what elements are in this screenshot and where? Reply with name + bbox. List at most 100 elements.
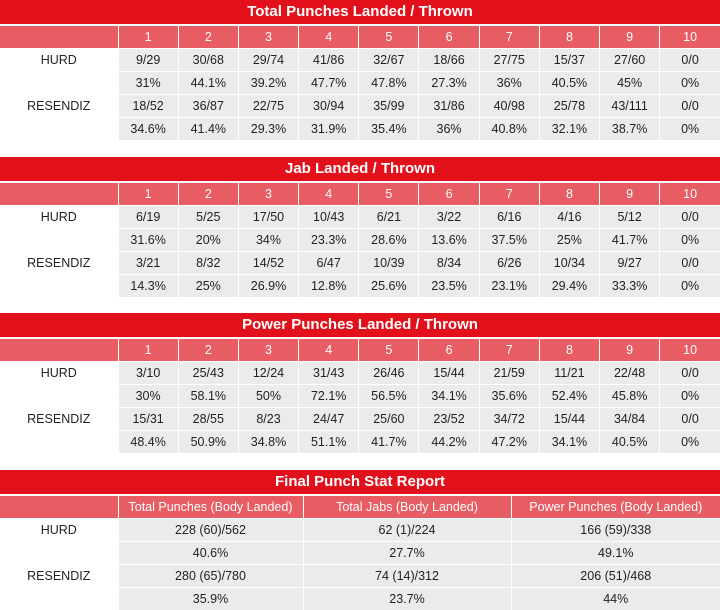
pct-cell: 27.3% bbox=[419, 72, 479, 95]
round-header: 10 bbox=[660, 26, 720, 49]
pct-cell: 41.4% bbox=[178, 118, 238, 141]
total-punches-section: Total Punches Landed / Thrown 1 2 3 4 5 … bbox=[0, 0, 720, 140]
table-row: HURD 3/10 25/43 12/24 31/43 26/46 15/44 … bbox=[0, 362, 720, 385]
pct-cell: 35.9% bbox=[118, 588, 303, 610]
round-header: 2 bbox=[178, 183, 238, 206]
pct-cell: 34.1% bbox=[539, 431, 599, 454]
name-blank bbox=[0, 229, 118, 252]
stat-cell: 8/32 bbox=[178, 252, 238, 275]
pct-cell: 35.6% bbox=[479, 385, 539, 408]
stat-cell: 3/22 bbox=[419, 206, 479, 229]
pct-cell: 51.1% bbox=[299, 431, 359, 454]
stat-cell: 228 (60)/562 bbox=[118, 519, 303, 542]
fighter-name: HURD bbox=[0, 206, 118, 229]
round-header: 2 bbox=[178, 339, 238, 362]
table-row: 48.4% 50.9% 34.8% 51.1% 41.7% 44.2% 47.2… bbox=[0, 431, 720, 454]
pct-cell: 34.1% bbox=[419, 385, 479, 408]
stat-cell: 34/84 bbox=[600, 408, 660, 431]
stat-cell: 6/16 bbox=[479, 206, 539, 229]
stat-cell: 9/27 bbox=[600, 252, 660, 275]
pct-cell: 34% bbox=[238, 229, 298, 252]
fighter-name: RESENDIZ bbox=[0, 565, 118, 588]
stat-cell: 35/99 bbox=[359, 95, 419, 118]
pct-cell: 32.1% bbox=[539, 118, 599, 141]
round-header: 8 bbox=[539, 26, 599, 49]
pct-cell: 36% bbox=[479, 72, 539, 95]
name-blank bbox=[0, 72, 118, 95]
round-header: 5 bbox=[359, 183, 419, 206]
pct-cell: 49.1% bbox=[511, 542, 720, 565]
pct-cell: 0% bbox=[660, 385, 720, 408]
name-blank bbox=[0, 275, 118, 298]
pct-cell: 0% bbox=[660, 118, 720, 141]
pct-cell: 45.8% bbox=[600, 385, 660, 408]
pct-cell: 37.5% bbox=[479, 229, 539, 252]
stat-cell: 41/86 bbox=[299, 49, 359, 72]
header-blank bbox=[0, 339, 118, 362]
stat-cell: 25/78 bbox=[539, 95, 599, 118]
pct-cell: 0% bbox=[660, 72, 720, 95]
table-row: 35.9% 23.7% 44% bbox=[0, 588, 720, 610]
column-header: Power Punches (Body Landed) bbox=[511, 496, 720, 519]
final-report-table: Total Punches (Body Landed) Total Jabs (… bbox=[0, 496, 720, 610]
table-row: HURD 9/29 30/68 29/74 41/86 32/67 18/66 … bbox=[0, 49, 720, 72]
stat-cell: 23/52 bbox=[419, 408, 479, 431]
pct-cell: 27.7% bbox=[303, 542, 511, 565]
pct-cell: 31.6% bbox=[118, 229, 178, 252]
name-blank bbox=[0, 385, 118, 408]
section-title: Final Punch Stat Report bbox=[0, 470, 720, 496]
pct-cell: 44% bbox=[511, 588, 720, 610]
stat-cell: 0/0 bbox=[660, 206, 720, 229]
stat-cell: 27/60 bbox=[600, 49, 660, 72]
stat-cell: 5/12 bbox=[600, 206, 660, 229]
pct-cell: 47.2% bbox=[479, 431, 539, 454]
stat-cell: 15/44 bbox=[419, 362, 479, 385]
stat-cell: 166 (59)/338 bbox=[511, 519, 720, 542]
pct-cell: 25% bbox=[539, 229, 599, 252]
pct-cell: 28.6% bbox=[359, 229, 419, 252]
pct-cell: 52.4% bbox=[539, 385, 599, 408]
table-row: RESENDIZ 280 (65)/780 74 (14)/312 206 (5… bbox=[0, 565, 720, 588]
stat-cell: 0/0 bbox=[660, 49, 720, 72]
stat-cell: 6/19 bbox=[118, 206, 178, 229]
stat-cell: 36/87 bbox=[178, 95, 238, 118]
pct-cell: 13.6% bbox=[419, 229, 479, 252]
pct-cell: 25% bbox=[178, 275, 238, 298]
column-header: Total Jabs (Body Landed) bbox=[303, 496, 511, 519]
header-blank bbox=[0, 26, 118, 49]
table-row: HURD 6/19 5/25 17/50 10/43 6/21 3/22 6/1… bbox=[0, 206, 720, 229]
pct-cell: 26.9% bbox=[238, 275, 298, 298]
round-header: 1 bbox=[118, 26, 178, 49]
final-report-section: Final Punch Stat Report Total Punches (B… bbox=[0, 470, 720, 610]
table-row: 31% 44.1% 39.2% 47.7% 47.8% 27.3% 36% 40… bbox=[0, 72, 720, 95]
pct-cell: 50.9% bbox=[178, 431, 238, 454]
stat-cell: 6/26 bbox=[479, 252, 539, 275]
stat-cell: 15/37 bbox=[539, 49, 599, 72]
pct-cell: 20% bbox=[178, 229, 238, 252]
round-header: 1 bbox=[118, 183, 178, 206]
pct-cell: 58.1% bbox=[178, 385, 238, 408]
stat-cell: 26/46 bbox=[359, 362, 419, 385]
stat-cell: 25/43 bbox=[178, 362, 238, 385]
pct-cell: 33.3% bbox=[600, 275, 660, 298]
name-blank bbox=[0, 431, 118, 454]
name-blank bbox=[0, 118, 118, 141]
stat-cell: 31/43 bbox=[299, 362, 359, 385]
round-header: 2 bbox=[178, 26, 238, 49]
table-row: RESENDIZ 18/52 36/87 22/75 30/94 35/99 3… bbox=[0, 95, 720, 118]
pct-cell: 44.1% bbox=[178, 72, 238, 95]
stat-cell: 8/23 bbox=[238, 408, 298, 431]
round-header: 4 bbox=[299, 26, 359, 49]
table-row: 31.6% 20% 34% 23.3% 28.6% 13.6% 37.5% 25… bbox=[0, 229, 720, 252]
stat-cell: 21/59 bbox=[479, 362, 539, 385]
name-blank bbox=[0, 588, 118, 610]
name-blank bbox=[0, 542, 118, 565]
stat-cell: 10/34 bbox=[539, 252, 599, 275]
stat-cell: 0/0 bbox=[660, 408, 720, 431]
pct-cell: 50% bbox=[238, 385, 298, 408]
round-header: 7 bbox=[479, 339, 539, 362]
pct-cell: 41.7% bbox=[600, 229, 660, 252]
pct-cell: 40.8% bbox=[479, 118, 539, 141]
pct-cell: 34.8% bbox=[238, 431, 298, 454]
pct-cell: 45% bbox=[600, 72, 660, 95]
